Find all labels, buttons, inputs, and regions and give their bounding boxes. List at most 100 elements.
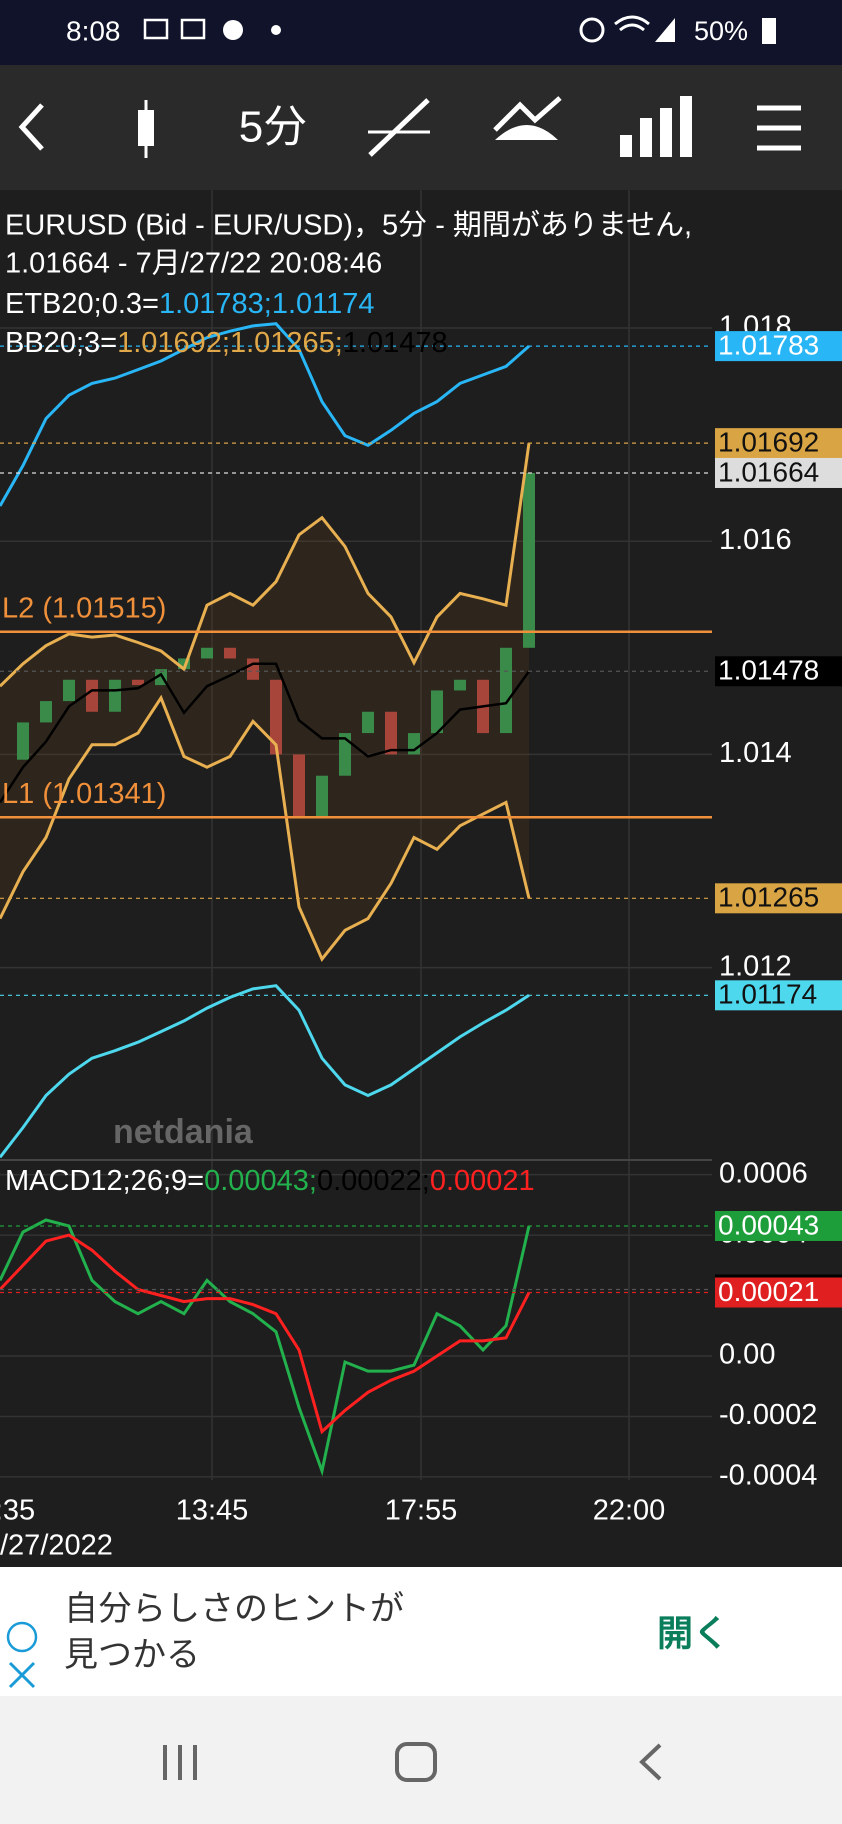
candle: [270, 679, 282, 755]
value-tag: [715, 1277, 842, 1308]
info-icon[interactable]: [6, 1621, 38, 1653]
level-label: L2 (1.01515): [2, 592, 166, 624]
icon: [223, 20, 243, 40]
y-tick-label: 1.012: [719, 950, 792, 982]
value: 1.01692;1.01265;: [117, 327, 343, 359]
value: 0.00043;: [204, 1165, 317, 1197]
value: 1.01783;1.01174: [159, 288, 375, 320]
clock: 8:08: [66, 15, 121, 46]
label: ETB20;0.3=: [5, 288, 159, 320]
value-tag-label: 1.01174: [718, 979, 817, 1010]
chart-header: EURUSD (Bid - EUR/USD)，5分 - 期間がありません, 1.…: [5, 209, 692, 1197]
value: 0.00021: [430, 1165, 535, 1197]
x-tick-label: 17:55: [385, 1495, 458, 1527]
wifi-icon: [614, 15, 650, 32]
value-tag-label: 0.00043: [718, 1209, 819, 1240]
x-tick-label: :35: [0, 1495, 35, 1527]
candle: [178, 658, 190, 670]
candle: [132, 679, 144, 686]
bb-fill: [0, 443, 529, 960]
candle: [86, 679, 98, 712]
value-tag-label: 1.01692: [718, 427, 819, 458]
ad-banner: [0, 1567, 842, 1696]
toolbar: [0, 65, 842, 190]
candle: [500, 647, 512, 734]
home-button[interactable]: [395, 1742, 437, 1782]
line-etb-lower: [0, 984, 530, 1159]
y-tick-label: 0.00: [719, 1339, 775, 1371]
candle: [40, 701, 52, 723]
menu-button[interactable]: [757, 105, 801, 151]
candle: [224, 647, 236, 659]
y-tick-label: -0.0004: [719, 1460, 817, 1492]
icon: [143, 18, 169, 40]
line-bb-mid: [0, 662, 531, 804]
ad-text: 見つかる: [64, 1636, 200, 1674]
value-tag: [715, 883, 842, 914]
value-tag-label: 1.01783: [718, 330, 819, 361]
bb-legend: BB20;3=1.01692;1.01265;1.01478: [5, 327, 448, 359]
candle: [316, 775, 328, 819]
candle: [431, 690, 443, 734]
status-bar: [0, 0, 842, 65]
value-tag: [715, 428, 842, 459]
chart-type-button[interactable]: [620, 96, 692, 157]
back-button[interactable]: [18, 103, 44, 151]
ad-open-button[interactable]: 開く: [657, 1613, 729, 1654]
y-tick-label: 0.0006: [719, 1157, 808, 1189]
line-bb-upper: [0, 442, 531, 688]
y-tick-label: 1.016: [719, 524, 792, 556]
candle: [293, 754, 305, 819]
value: 0.00022;: [317, 1165, 430, 1197]
watermark: netdania: [113, 1113, 254, 1151]
macd-legend: MACD12;26;9=0.00043;0.00022;0.00021: [5, 1165, 535, 1197]
alarm-icon: [579, 17, 605, 43]
battery-icon: [762, 18, 776, 44]
line-signal: [0, 1233, 531, 1435]
candle-button[interactable]: [138, 100, 154, 158]
value-tag-label: 1.01265: [718, 882, 819, 913]
candle: [362, 711, 374, 734]
back-nav-button[interactable]: [639, 1743, 662, 1781]
interval-button[interactable]: 5分: [239, 103, 307, 152]
line-macd: [0, 1218, 531, 1477]
y-tick-label: 1.014: [719, 737, 792, 769]
candle: [201, 647, 213, 659]
candle: [109, 679, 121, 712]
line-bb-lower: [0, 694, 531, 962]
etb-legend: ETB20;0.3=1.01783;1.01174: [5, 288, 375, 320]
value-tag: [715, 1210, 842, 1241]
icon: [271, 25, 281, 35]
value-tag: [715, 457, 842, 488]
indicator-button[interactable]: [493, 96, 562, 140]
value-tag: [715, 656, 842, 687]
value-tag: [715, 980, 842, 1011]
x-tick-label: 13:45: [176, 1495, 249, 1527]
nav-bar: [0, 1696, 842, 1824]
label: MACD12;26;9=: [5, 1165, 204, 1197]
value: 1.01478: [343, 327, 448, 359]
x-tick-label: 22:00: [593, 1495, 666, 1527]
ad-text: 自分らしさのヒントが: [64, 1590, 404, 1628]
value-tag: [715, 331, 842, 362]
value-tag-label: 0.00021: [718, 1276, 819, 1307]
candle: [523, 472, 535, 648]
value-tag-label: 1.01478: [718, 655, 819, 686]
value-tag-label: 1.01664: [718, 456, 819, 487]
candle: [339, 733, 351, 776]
candle: [247, 658, 259, 680]
drawing-button[interactable]: [368, 98, 430, 157]
close-ad[interactable]: [8, 1661, 36, 1689]
chart: 1.0181.0161.0141.0120.00060.00040.00-0.0…: [0, 190, 842, 1567]
battery-text: 50%: [694, 16, 748, 46]
candle: [17, 722, 29, 760]
signal-icon: [655, 18, 675, 42]
icon: [180, 18, 206, 40]
recents-button[interactable]: [163, 1745, 197, 1780]
line-etb-upper: [0, 322, 530, 507]
header-line: 1.01664 - 7月/27/22 20:08:46: [5, 248, 382, 280]
y-tick-label: -0.0002: [719, 1399, 817, 1431]
candle: [454, 679, 466, 691]
